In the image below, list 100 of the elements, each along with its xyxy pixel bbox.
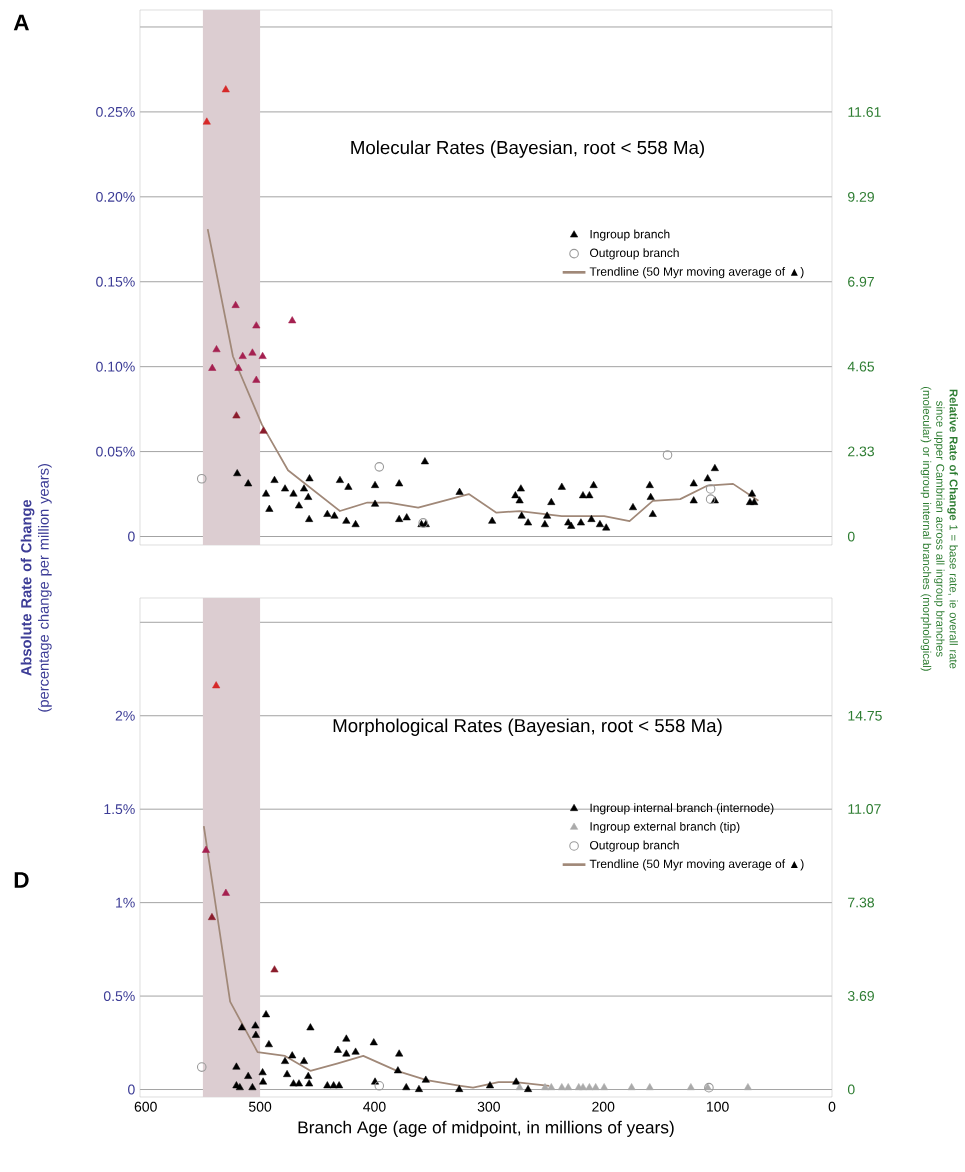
point <box>421 1075 430 1083</box>
point <box>743 1083 752 1091</box>
point <box>541 1083 549 1091</box>
point <box>251 1021 260 1029</box>
x-tick-label: 400 <box>363 1101 386 1112</box>
x-tick-label: 600 <box>134 1101 157 1112</box>
y-tick-label: 0 <box>128 531 135 542</box>
y2-tick-label: 4.65 <box>847 361 875 372</box>
text: Molecular Rates (Bayesian, root < 558 Ma) <box>351 140 704 158</box>
y2-tick-label: 7.38 <box>848 897 875 908</box>
point <box>304 1071 313 1079</box>
point <box>374 462 385 472</box>
x-tick-label: 0 <box>828 1101 836 1112</box>
point <box>369 1038 378 1046</box>
point <box>270 965 279 973</box>
y-tick-label: 2% <box>115 710 135 721</box>
x-tick-label: 500 <box>248 1101 272 1112</box>
x-axis-title: Branch Age (age of midpoint, in millions of years) <box>298 1120 674 1137</box>
y-tick-label: 0.25% <box>96 106 135 117</box>
point <box>395 1049 404 1057</box>
point <box>196 1062 207 1072</box>
legend-label: Ingroup branch <box>590 229 670 241</box>
point <box>557 1083 566 1091</box>
point <box>300 1056 308 1064</box>
point <box>207 913 216 920</box>
y2-tick-label: 2.33 <box>848 446 875 457</box>
point <box>512 1077 521 1085</box>
text: A <box>13 14 29 31</box>
legend-label: Outgroup branch <box>590 840 679 852</box>
point <box>662 450 673 460</box>
point <box>591 1083 600 1091</box>
text: D <box>14 872 29 888</box>
point <box>705 484 716 494</box>
text: Morphological Rates (Bayesian, root < 558 Ma) <box>333 718 722 736</box>
x-tick-label: 300 <box>477 1101 500 1112</box>
point <box>251 1030 260 1038</box>
point <box>402 1083 411 1091</box>
y2-tick-label: 11.61 <box>848 107 881 117</box>
y-tick-label: 1.5% <box>104 804 135 815</box>
point <box>248 1083 257 1091</box>
point <box>323 1081 332 1089</box>
legend-label: Ingroup external branch (tip) <box>590 821 740 834</box>
point <box>486 1081 494 1089</box>
point <box>564 1083 573 1091</box>
point <box>393 1066 402 1074</box>
point <box>415 1084 423 1092</box>
point <box>244 1071 253 1079</box>
point <box>221 888 230 896</box>
point <box>196 473 207 484</box>
point <box>335 1081 344 1089</box>
y2-tick-label: 9.29 <box>848 191 874 202</box>
point <box>627 1083 636 1091</box>
point <box>281 1056 289 1064</box>
y2-axis-title: Relative Rate of Change 1 = base rate, ie overall rate since upper Cambrian across all ingroup branches (molecular) or ingroup internal branches (morphological) <box>920 386 958 671</box>
point <box>524 1084 533 1092</box>
y-tick-label: 0.20% <box>96 191 135 202</box>
point <box>547 1083 556 1091</box>
y-tick-label: 0.15% <box>96 276 135 287</box>
point <box>306 1023 315 1031</box>
point <box>259 1077 268 1085</box>
y-tick-label: 0.05% <box>96 446 135 457</box>
point <box>232 1062 241 1070</box>
point <box>258 1068 267 1076</box>
y-tick-label: 0.5% <box>103 991 135 1002</box>
y-tick-label: 1% <box>116 897 135 908</box>
y-tick-label: 0 <box>128 1084 135 1095</box>
point <box>585 1083 594 1091</box>
legend-label: Ingroup internal branch (internode) <box>590 803 774 815</box>
point <box>283 1070 292 1077</box>
legend-label: Trendline (50 Myr moving average of ▲) <box>589 859 804 871</box>
y-tick-label: 0.10% <box>96 361 135 372</box>
point <box>264 1040 273 1048</box>
y2-tick-label: 14.75 <box>848 710 882 721</box>
y2-tick-label: 6.97 <box>848 276 874 287</box>
point <box>237 1023 246 1031</box>
y2-tick-label: 0 <box>847 531 855 542</box>
y2-tick-label: 11.07 <box>848 804 881 814</box>
point <box>455 1084 464 1092</box>
point <box>235 1083 244 1091</box>
point <box>202 845 210 853</box>
point <box>515 1083 524 1091</box>
point <box>262 1010 270 1018</box>
point <box>579 1083 587 1091</box>
point <box>374 1080 385 1091</box>
x-tick-label: 200 <box>592 1101 615 1112</box>
point <box>645 1083 654 1091</box>
point <box>686 1083 695 1091</box>
point <box>342 1049 351 1057</box>
point <box>212 681 221 689</box>
x-tick-label: 100 <box>707 1101 729 1112</box>
y2-tick-label: 0 <box>847 1084 855 1095</box>
point <box>305 1079 314 1087</box>
legend-label: Trendline (50 Myr moving average of ▲) <box>589 266 804 279</box>
point <box>351 1047 360 1055</box>
y-axis-title: Absolute Rate of Change (percentage change per million years) <box>20 464 52 712</box>
point <box>295 1079 303 1087</box>
point <box>600 1083 609 1091</box>
legend-label: Outgroup branch <box>590 248 679 260</box>
y2-tick-label: 3.69 <box>847 990 874 1001</box>
point <box>342 1034 351 1042</box>
